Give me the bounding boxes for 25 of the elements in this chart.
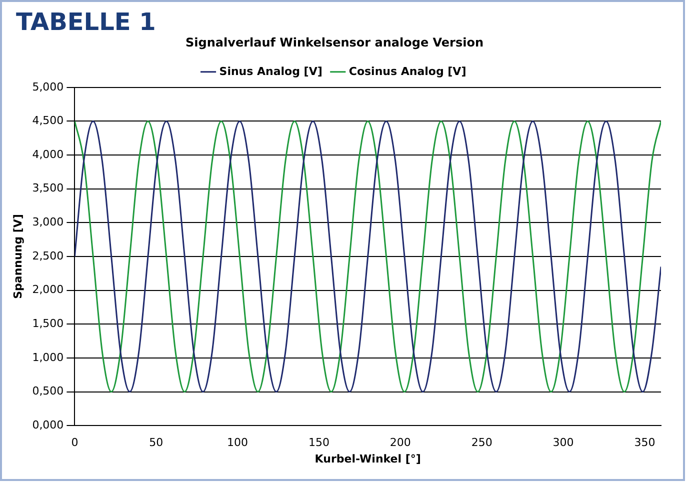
y-tick-label: 1,000 [32,350,64,364]
x-axis-title: Kurbel-Winkel [°] [314,452,421,466]
y-tick-label: 3,500 [32,182,64,195]
y-tick-label: 5,000 [32,80,64,94]
x-tick-label: 150 [308,436,330,450]
x-tick-label: 100 [227,436,248,450]
y-tick-label: 0,500 [32,384,64,398]
chart-title: Signalverlauf Winkelsensor analoge Version [186,35,484,50]
y-tick-label: 1,500 [32,317,64,330]
y-axis-title: Spannung [V] [11,214,24,299]
x-tick-label: 0 [71,436,78,450]
x-tick-label: 300 [552,436,574,450]
x-tick-label: 350 [634,436,656,450]
y-tick-label: 2,500 [32,249,64,262]
legend-label: Sinus Analog [V] [219,64,322,78]
y-tick-label: 3,000 [32,216,64,229]
y-tick-label: 0,000 [32,418,64,432]
y-tick-label: 4,000 [32,148,64,161]
y-tick-label: 4,500 [32,114,64,128]
x-tick-label: 50 [149,436,164,450]
text: TABELLE 1 [16,8,156,36]
y-tick-label: 2,000 [32,283,64,296]
legend-label: Cosinus Analog [V] [348,64,466,78]
x-tick-label: 250 [471,436,492,450]
x-tick-label: 200 [390,436,411,450]
